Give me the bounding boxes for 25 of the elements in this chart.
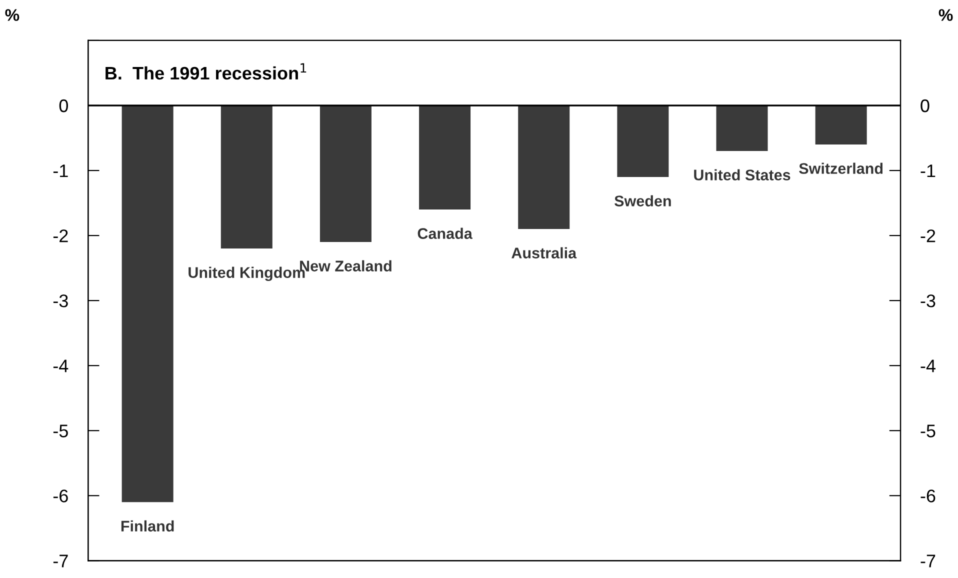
y-tick-label: -7: [53, 554, 68, 568]
y-tick-label: -2: [53, 229, 68, 242]
y-tick-label: -5: [53, 424, 68, 438]
text: B. The 1991 recession$^{1}$: [106, 63, 306, 80]
y-axis-title: %: [5, 9, 20, 21]
y2-tick-label: -4: [920, 360, 936, 372]
x-tick-label: United States: [694, 169, 790, 180]
y2-tick-label: -6: [920, 490, 936, 502]
y2-tick-label: -1: [920, 164, 936, 178]
y-tick-label: -6: [53, 490, 68, 502]
y2-tick-label: 0: [920, 99, 930, 112]
x-tick-label: Finland: [121, 520, 174, 532]
y2-tick-label: -3: [920, 294, 936, 308]
y-tick-label: -3: [53, 294, 68, 308]
x-tick-label: Australia: [512, 247, 577, 258]
y2-tick-label: -5: [920, 424, 936, 438]
y2-tick-label: -2: [920, 229, 936, 242]
x-tick-label: Switzerland: [799, 162, 883, 174]
y2-tick-label: -7: [920, 554, 936, 568]
y-tick-label: -4: [53, 360, 68, 372]
y2-axis-title: %: [938, 9, 953, 21]
y-tick-label: 0: [59, 99, 68, 112]
y-tick-label: -1: [53, 164, 68, 178]
x-tick-label: Canada: [418, 228, 472, 239]
x-tick-label: Sweden: [614, 195, 671, 206]
